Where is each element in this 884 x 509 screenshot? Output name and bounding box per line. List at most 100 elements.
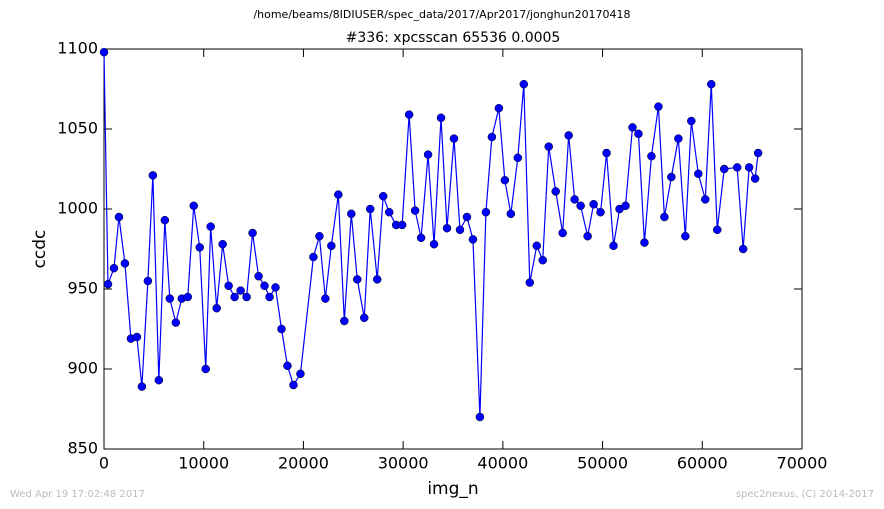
- data-point: [423, 150, 433, 159]
- data-point: [283, 361, 292, 371]
- data-point: [687, 116, 696, 126]
- chart-header: /home/beams/8IDIUSER/spec_data/2017/Apr2…: [253, 8, 630, 21]
- y-tick-label: 1100: [57, 39, 98, 58]
- data-point: [744, 163, 754, 172]
- data-point: [148, 171, 158, 180]
- data-point: [384, 207, 394, 217]
- data-point: [640, 238, 649, 247]
- y-tick-label: 950: [67, 279, 98, 298]
- data-point: [410, 206, 420, 215]
- x-tick-label: 0: [99, 454, 109, 473]
- data-point: [667, 172, 676, 182]
- data-point: [201, 364, 210, 374]
- data-point: [360, 313, 369, 323]
- data-point: [538, 255, 547, 265]
- x-axis-label: img_n: [427, 479, 478, 499]
- data-point: [455, 225, 465, 235]
- data-point: [570, 195, 579, 204]
- data-point: [340, 316, 349, 326]
- data-point: [334, 190, 343, 199]
- data-point: [429, 239, 439, 249]
- x-tick-label: 60000: [677, 454, 728, 473]
- data-point: [404, 110, 414, 119]
- x-tick-label: 30000: [378, 454, 429, 473]
- data-point: [218, 239, 227, 249]
- data-point: [481, 207, 491, 217]
- data-point: [532, 241, 542, 251]
- data-point: [206, 222, 215, 231]
- x-tick-label: 40000: [477, 454, 528, 473]
- data-point: [558, 228, 567, 238]
- data-point: [183, 292, 193, 302]
- y-tick-label: 1000: [57, 199, 98, 218]
- data-point: [544, 142, 553, 151]
- data-point: [160, 215, 170, 225]
- data-point: [519, 79, 529, 89]
- footer-date: Wed Apr 19 17:02:48 2017: [10, 489, 145, 500]
- footer-credit: spec2nexus, (C) 2014-2017: [736, 489, 874, 500]
- data-point: [143, 276, 153, 286]
- data-point: [750, 174, 760, 183]
- data-point: [681, 231, 690, 241]
- data-point: [236, 286, 245, 295]
- data-point: [296, 369, 305, 379]
- data-point: [242, 292, 251, 302]
- chart-title: #336: xpcsscan 65536 0.0005: [346, 30, 561, 46]
- data-point: [583, 231, 592, 241]
- data-point: [647, 151, 656, 161]
- data-point: [564, 131, 573, 140]
- data-point: [271, 283, 280, 292]
- data-point: [154, 375, 164, 385]
- data-point: [551, 187, 560, 196]
- data-point: [137, 382, 147, 391]
- data-point: [719, 164, 729, 174]
- data-point: [289, 380, 298, 390]
- data-point: [277, 324, 286, 334]
- data-point: [347, 209, 356, 219]
- data-point: [132, 332, 142, 342]
- x-tick-label: 70000: [777, 454, 828, 473]
- data-point: [494, 103, 504, 113]
- data-point: [109, 263, 119, 273]
- data-point: [621, 201, 630, 211]
- data-point: [171, 318, 181, 327]
- data-point: [694, 169, 703, 179]
- x-tick-label: 50000: [577, 454, 628, 473]
- data-point: [321, 294, 330, 303]
- data-point: [365, 204, 375, 214]
- data-point: [732, 163, 742, 172]
- data-point: [212, 303, 221, 313]
- y-tick-label: 850: [67, 439, 98, 458]
- data-point: [525, 278, 535, 287]
- data-point: [99, 47, 109, 57]
- data-point: [628, 123, 637, 132]
- data-point: [634, 129, 643, 139]
- data-point: [701, 195, 710, 204]
- data-point: [416, 233, 426, 243]
- data-point: [660, 212, 669, 222]
- data-point: [397, 220, 407, 230]
- data-point: [442, 223, 452, 233]
- data-point: [596, 207, 605, 217]
- data-point: [462, 212, 472, 222]
- data-point: [372, 275, 382, 284]
- data-point: [224, 281, 233, 291]
- y-tick-label: 900: [67, 359, 98, 378]
- data-point: [309, 252, 318, 262]
- data-point: [738, 244, 748, 254]
- data-point: [500, 175, 510, 185]
- data-point: [654, 102, 663, 111]
- data-point: [513, 153, 523, 163]
- data-point: [468, 235, 478, 244]
- data-point: [327, 241, 336, 251]
- data-point: [487, 132, 497, 142]
- y-axis-label: ccdc: [30, 230, 50, 269]
- data-point: [707, 79, 716, 89]
- data-point: [195, 243, 204, 252]
- data-point: [436, 113, 446, 123]
- data-point: [602, 148, 611, 158]
- data-point: [248, 228, 257, 238]
- data-point: [165, 294, 175, 303]
- data-point: [265, 292, 274, 302]
